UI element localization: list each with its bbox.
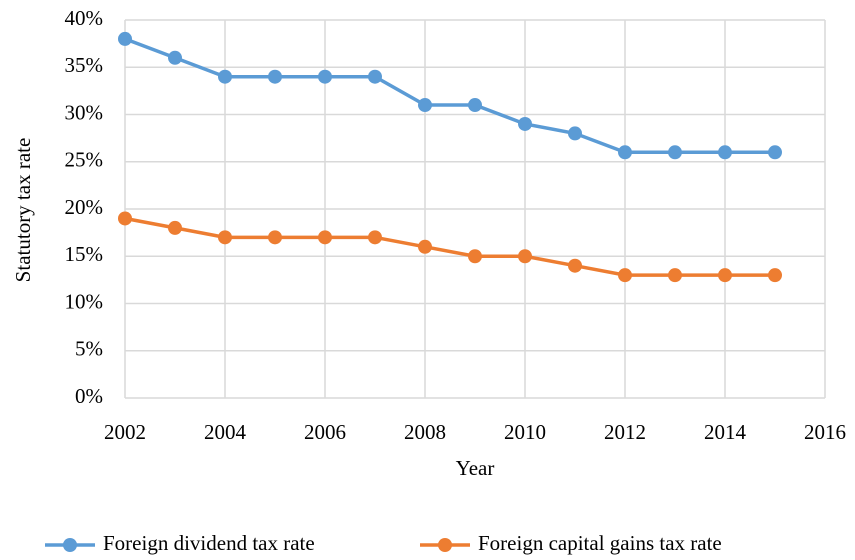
data-point	[118, 31, 132, 46]
y-tick-label: 0%	[75, 384, 103, 408]
x-tick-label: 2002	[104, 420, 146, 444]
x-tick-label: 2008	[404, 420, 446, 444]
data-point	[268, 69, 282, 84]
data-point	[218, 230, 232, 245]
data-point	[718, 268, 732, 283]
x-tick-label: 2014	[704, 420, 747, 444]
legend-label: Foreign dividend tax rate	[103, 531, 315, 555]
data-point	[418, 98, 432, 113]
y-tick-label: 10%	[65, 289, 104, 313]
data-point	[318, 69, 332, 84]
data-point	[168, 50, 182, 65]
x-axis-label: Year	[456, 456, 495, 480]
data-point	[368, 230, 382, 245]
data-point	[518, 249, 532, 264]
data-point	[668, 268, 682, 283]
x-tick-label: 2012	[604, 420, 646, 444]
legend-label: Foreign capital gains tax rate	[478, 531, 722, 555]
y-axis-label: Statutory tax rate	[11, 138, 35, 283]
data-point	[118, 211, 132, 226]
y-tick-label: 35%	[65, 53, 104, 77]
data-point	[418, 239, 432, 254]
x-tick-label: 2010	[504, 420, 546, 444]
x-tick-label: 2016	[804, 420, 846, 444]
data-point	[168, 220, 182, 235]
data-point	[568, 258, 582, 273]
series-line	[124, 37, 775, 155]
legend-marker	[63, 538, 77, 552]
data-point	[318, 230, 332, 245]
x-tick-label: 2006	[304, 420, 346, 444]
data-point	[368, 69, 382, 84]
data-point	[218, 69, 232, 84]
data-point	[618, 268, 632, 283]
data-point	[268, 230, 282, 245]
data-point	[568, 126, 582, 141]
x-tick-label: 2004	[204, 420, 247, 444]
data-point	[718, 145, 732, 160]
data-point	[518, 116, 532, 131]
data-point	[468, 249, 482, 264]
y-tick-label: 30%	[65, 100, 104, 124]
legend-marker	[438, 538, 452, 552]
y-tick-label: 15%	[65, 242, 104, 266]
data-point	[768, 268, 782, 283]
series-line	[124, 216, 775, 277]
y-tick-label: 5%	[75, 337, 103, 361]
y-tick-label: 20%	[65, 195, 104, 219]
data-point	[468, 98, 482, 113]
data-point	[668, 145, 682, 160]
data-point	[618, 145, 632, 160]
y-tick-label: 40%	[65, 6, 104, 30]
data-point	[768, 145, 782, 160]
y-tick-label: 25%	[65, 148, 104, 172]
